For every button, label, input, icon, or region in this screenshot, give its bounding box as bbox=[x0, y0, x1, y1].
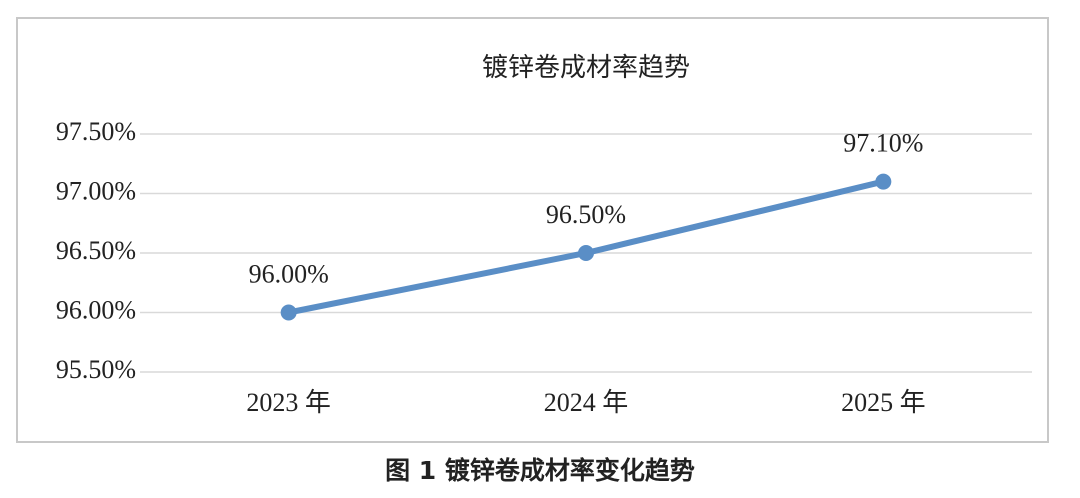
x-tick-label: 2023 年 bbox=[246, 388, 331, 417]
y-tick-label: 96.50% bbox=[56, 236, 136, 265]
data-point bbox=[280, 304, 297, 321]
data-label: 96.00% bbox=[249, 259, 329, 288]
data-label: 96.50% bbox=[546, 200, 626, 229]
x-tick-label: 2025 年 bbox=[841, 388, 926, 417]
y-tick-label: 97.50% bbox=[56, 117, 136, 146]
y-tick-label: 95.50% bbox=[56, 355, 136, 384]
chart-title: 镀锌卷成材率趋势 bbox=[482, 53, 690, 82]
y-tick-label: 97.00% bbox=[56, 176, 136, 205]
y-tick-label: 96.00% bbox=[56, 295, 136, 324]
data-label: 97.10% bbox=[843, 129, 923, 158]
data-point bbox=[578, 245, 594, 261]
x-tick-label: 2024 年 bbox=[544, 388, 629, 417]
data-point bbox=[875, 173, 892, 190]
figure-caption: 图 1 镀锌卷成材率变化趋势 bbox=[385, 456, 695, 485]
